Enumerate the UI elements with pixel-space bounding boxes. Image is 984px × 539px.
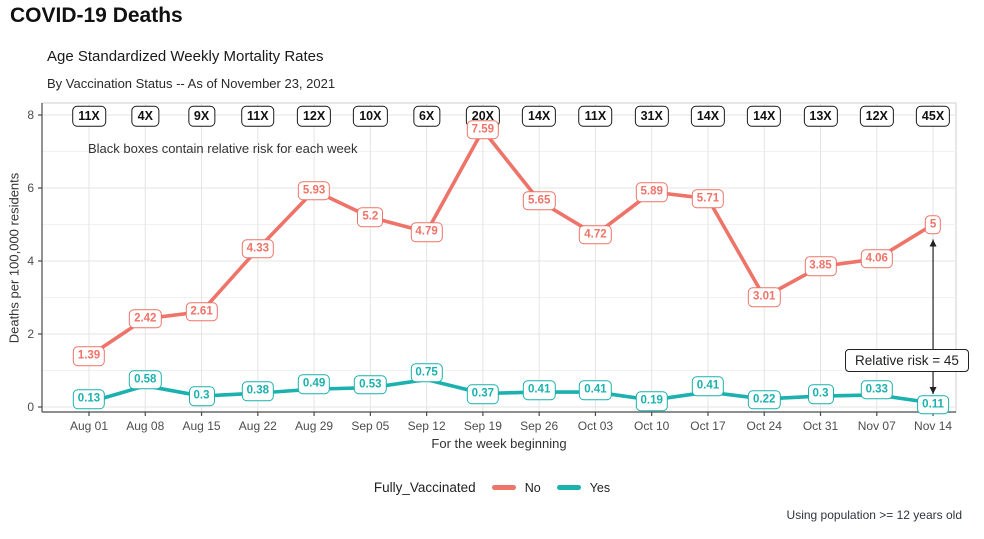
legend-label: No <box>524 480 541 495</box>
legend-swatch-yes <box>556 485 581 490</box>
series-line-no <box>87 128 935 359</box>
series-line-yes <box>87 377 935 405</box>
legend-title: Fully_Vaccinated <box>373 480 476 495</box>
chart-subtitle: By Vaccination Status -- As of November … <box>47 76 336 91</box>
legend-items: No Yes <box>491 480 611 495</box>
y-axis-title: Deaths per 100,000 residents <box>6 172 22 344</box>
population-footnote: Using population >= 12 years old <box>786 508 962 522</box>
legend-item-no: No <box>491 480 541 495</box>
chart-title: Age Standardized Weekly Mortality Rates <box>47 48 324 65</box>
legend: Fully_Vaccinated No Yes <box>0 480 984 495</box>
legend-item-yes: Yes <box>556 480 611 495</box>
plot-panel <box>41 102 957 413</box>
relative-risk-note: Black boxes contain relative risk for ea… <box>88 141 358 156</box>
legend-label: Yes <box>589 480 611 495</box>
x-axis-title: For the week beginning <box>431 436 567 451</box>
page-title: COVID-19 Deaths <box>10 4 183 27</box>
legend-swatch-no <box>491 485 516 490</box>
relative-risk-callout: Relative risk = 45 <box>845 349 969 372</box>
